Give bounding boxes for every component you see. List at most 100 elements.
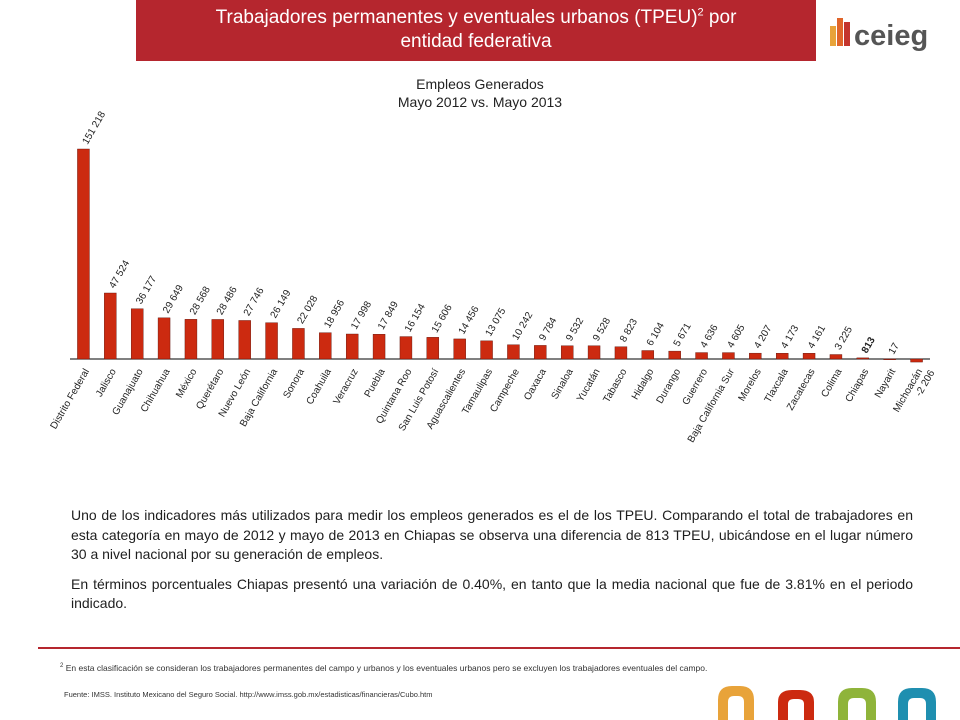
bar (130, 308, 144, 360)
bar (775, 353, 789, 360)
bar (480, 340, 493, 360)
paragraph-2: En términos porcentuales Chiapas present… (71, 575, 913, 612)
bar (749, 352, 762, 360)
category-label: Nayarit (873, 367, 898, 400)
deco-arch-2 (778, 690, 814, 720)
value-label: 5 671 (672, 321, 694, 349)
page-title: Trabajadores permanentes y eventuales ur… (215, 7, 698, 28)
value-label: 8 823 (618, 317, 640, 345)
value-label: 151 218 (81, 109, 109, 146)
category-label: Jalisco (94, 367, 119, 399)
category-label: Distrito Federal (49, 367, 92, 431)
deco-arch-1 (718, 686, 754, 720)
footnote-mark: 2 (60, 663, 64, 670)
bar (560, 345, 574, 360)
category-label: Hidalgo (630, 367, 657, 402)
value-label: 16 154 (403, 302, 428, 334)
bar (426, 337, 440, 360)
bar (883, 358, 896, 360)
value-label: 27 746 (242, 286, 267, 318)
category-label: Chiapas (844, 367, 872, 404)
logo-bar-1 (830, 26, 836, 46)
value-label: 10 242 (511, 310, 536, 342)
value-label: 4 605 (726, 323, 748, 351)
bar (614, 346, 628, 360)
bar (77, 148, 90, 360)
value-label: 6 104 (645, 320, 667, 348)
bar (695, 352, 708, 360)
bar (587, 345, 601, 360)
bar (345, 333, 359, 360)
deco-arch-3 (838, 688, 876, 720)
category-label: Durango (655, 367, 684, 406)
title-banner: Trabajadores permanentes y eventuales ur… (136, 0, 816, 61)
logo-bar-2 (837, 18, 843, 46)
value-label: 17 849 (376, 299, 401, 331)
value-label: 28 486 (215, 285, 240, 317)
value-label: 22 028 (296, 294, 321, 326)
value-label: 13 075 (484, 306, 509, 338)
value-label: 4 207 (752, 323, 774, 351)
value-label: 4 173 (779, 323, 801, 351)
bars-group: 151 218 Distrito Federal 47 524 Jalisco 36 1… (49, 109, 938, 444)
category-label: Tlaxcala (763, 367, 791, 405)
value-label: 26 149 (269, 288, 294, 320)
chart-subtitle: Mayo 2012 vs. Mayo 2013 (398, 94, 562, 110)
value-label: 36 177 (134, 274, 159, 306)
value-label: 14 456 (457, 304, 482, 336)
ceieg-logo: ceieg (830, 18, 928, 52)
value-label: 15 606 (430, 302, 455, 334)
bar (399, 336, 413, 360)
category-label: Veracruz (332, 367, 361, 407)
title-footnote-mark: 2 (697, 6, 704, 19)
footer-divider (38, 647, 960, 649)
category-label: Tabasco (601, 367, 629, 405)
bar (453, 338, 466, 360)
decorative-shapes (718, 686, 936, 720)
bar (829, 354, 843, 360)
bar (292, 328, 305, 360)
bar (184, 319, 198, 360)
bar (157, 317, 171, 360)
category-label: México (174, 367, 200, 400)
value-label: 9 528 (591, 316, 613, 344)
logo-bar-3 (844, 22, 850, 46)
chart-title: Empleos Generados (416, 76, 544, 92)
bar (802, 353, 816, 360)
value-label: 17 998 (349, 299, 374, 331)
category-label: Yucatán (575, 367, 603, 404)
bar (372, 334, 386, 360)
value-label: 18 956 (322, 298, 347, 330)
bar (319, 332, 332, 360)
bar (211, 319, 225, 360)
page-title-line2: entidad federativa (400, 31, 552, 52)
category-label: Sonora (281, 367, 307, 401)
category-label: Puebla (363, 367, 388, 400)
body-text: Uno de los indicadores más utilizados pa… (71, 506, 913, 624)
value-label: 3 225 (833, 324, 855, 352)
value-label: 29 649 (161, 283, 186, 315)
footnote-text: En esta clasificación se consideran los … (63, 663, 708, 673)
bar (722, 352, 735, 360)
category-label: Oaxaca (522, 367, 549, 403)
value-label: 813 (860, 335, 878, 355)
deco-arch-4 (898, 688, 936, 720)
bar (238, 320, 251, 360)
value-label: 28 568 (188, 284, 213, 316)
page-title-tail: por (703, 7, 737, 28)
logo-text: ceieg (854, 20, 928, 52)
bar (641, 350, 655, 360)
bar-chart: Empleos Generados Mayo 2012 vs. Mayo 201… (49, 76, 938, 445)
value-label: 4 636 (699, 323, 721, 351)
value-label: 47 524 (107, 258, 132, 290)
value-label: 4 161 (806, 323, 828, 351)
category-label: Coahuila (305, 367, 334, 407)
bar (668, 350, 681, 360)
bar (856, 357, 870, 360)
category-label: Colima (819, 367, 844, 400)
value-label: 9 532 (564, 316, 586, 344)
category-label: Sinaloa (550, 367, 576, 402)
source-note: Fuente: IMSS. Instituto Mexicano del Seg… (64, 690, 433, 699)
footnote: 2 En esta clasificación se consideran lo… (60, 663, 707, 673)
category-label: Guerrero (681, 367, 711, 408)
